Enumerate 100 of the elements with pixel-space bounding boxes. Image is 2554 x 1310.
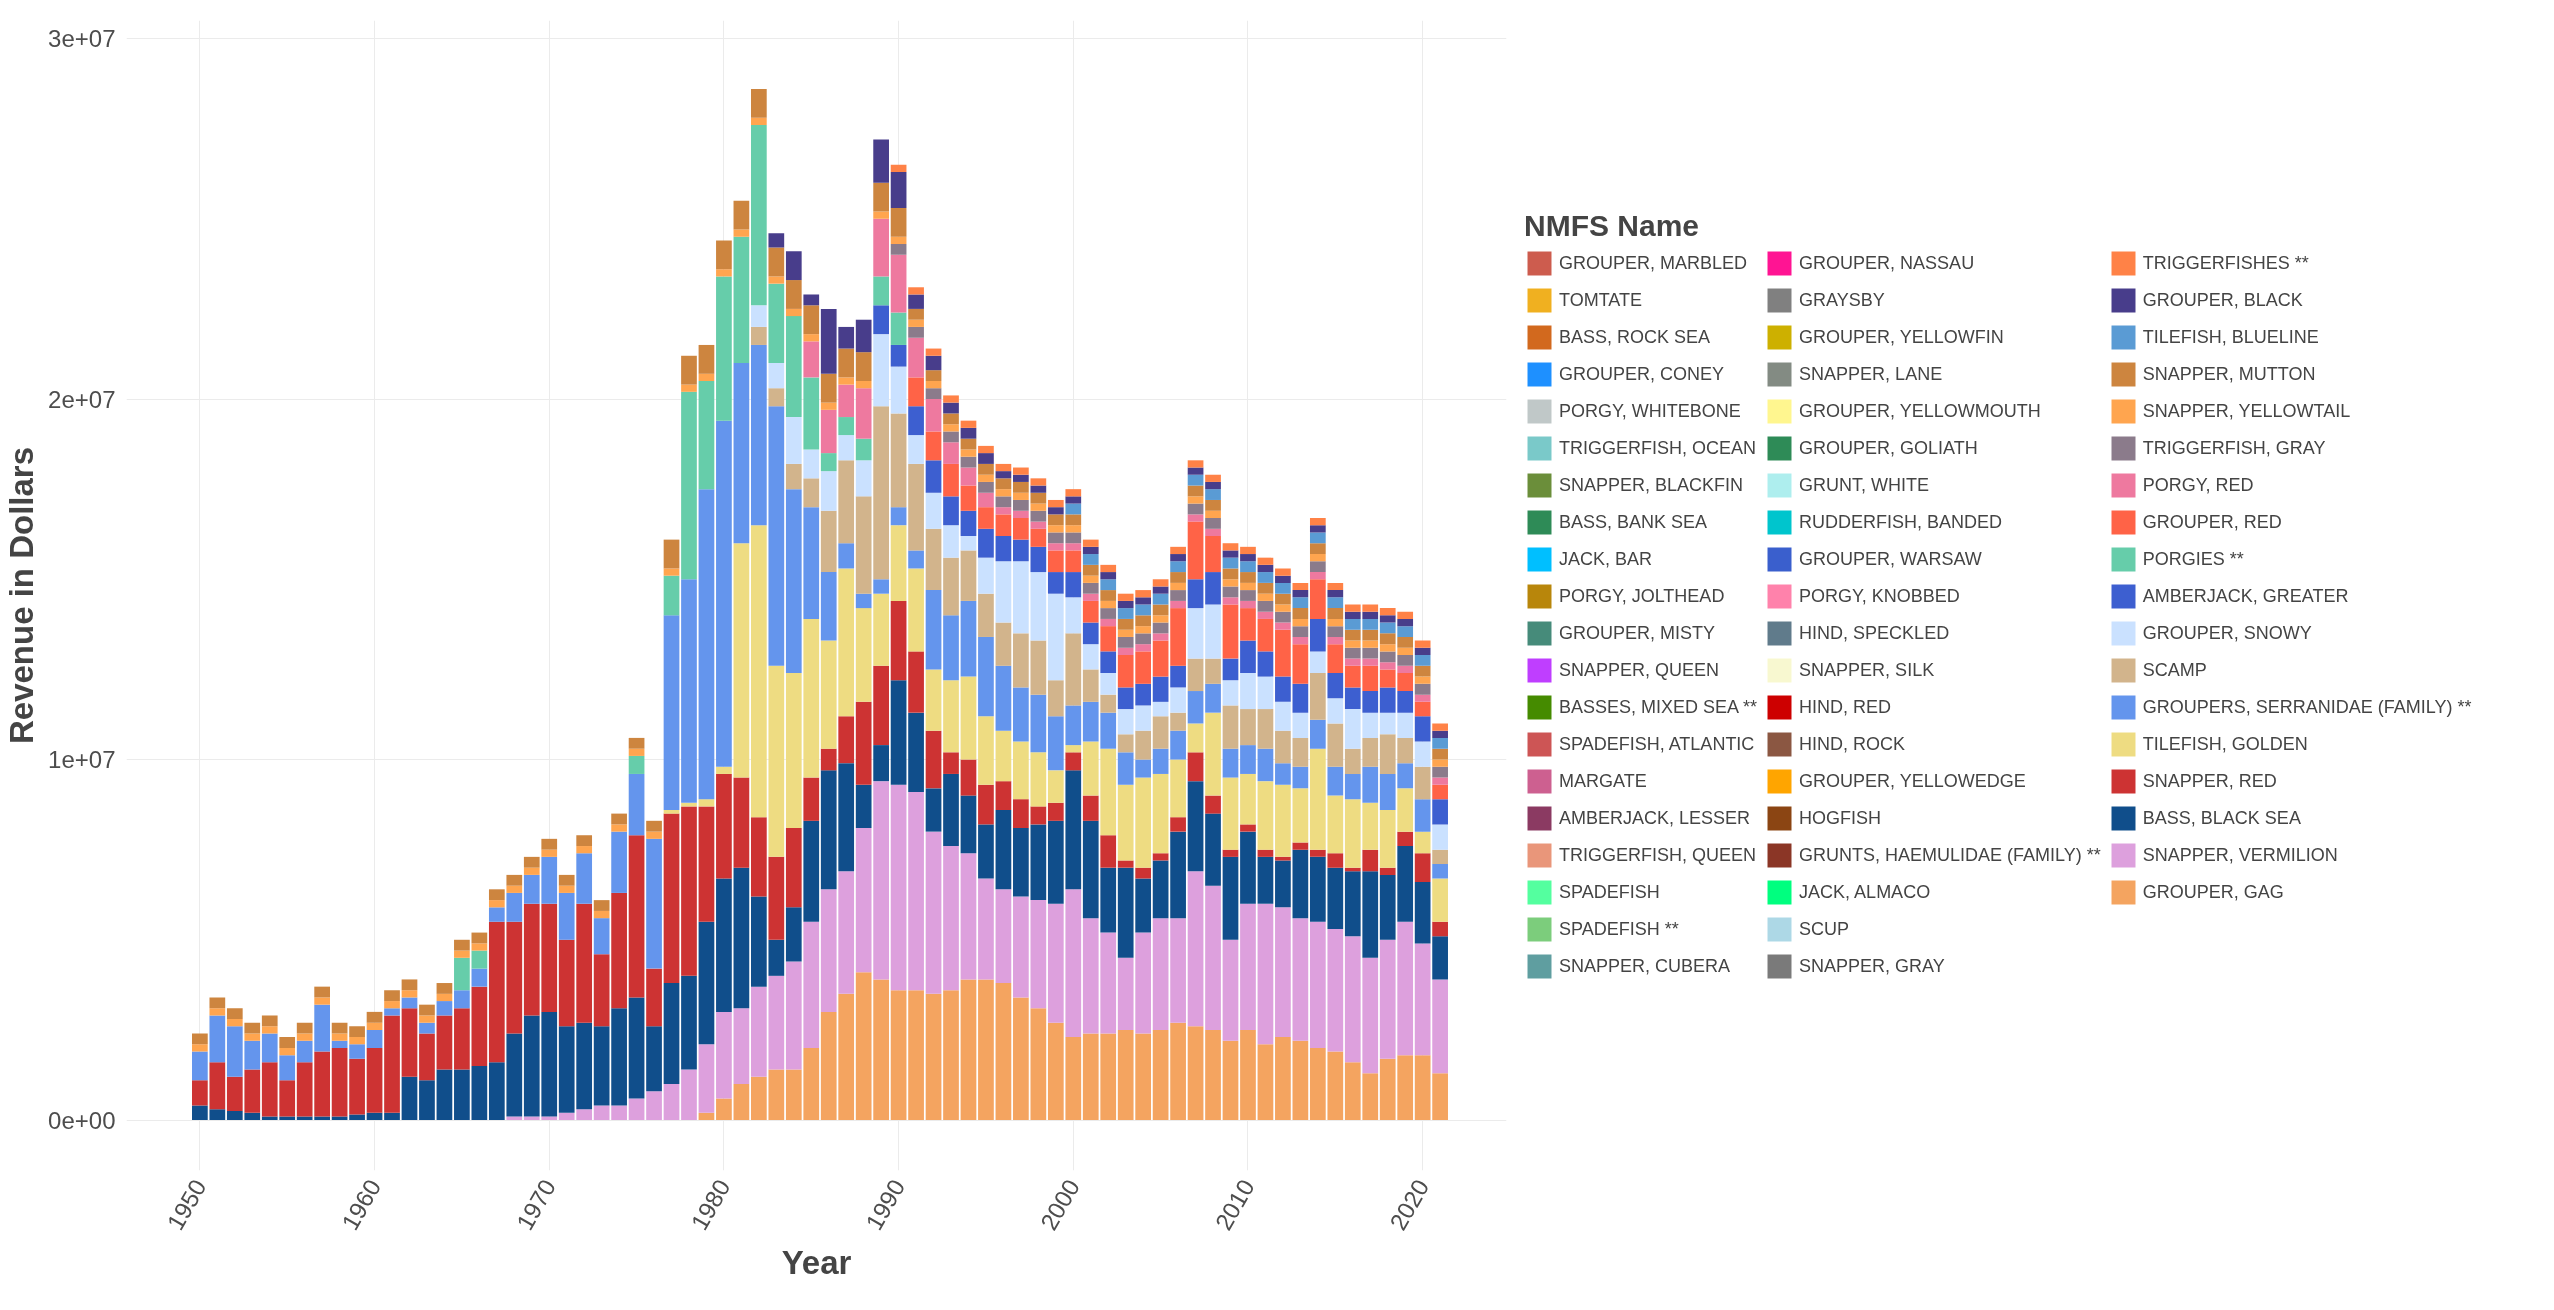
bar bbox=[1222, 1040, 1239, 1121]
bar bbox=[296, 1033, 313, 1041]
bar bbox=[646, 838, 662, 969]
legend-label: JACK, BAR bbox=[1559, 547, 1653, 571]
bar bbox=[471, 968, 488, 987]
bar bbox=[1135, 867, 1152, 879]
bar bbox=[1065, 745, 1082, 753]
bar bbox=[1292, 590, 1309, 598]
bar bbox=[1047, 770, 1064, 803]
bar bbox=[419, 1004, 435, 1016]
bar bbox=[1240, 673, 1256, 710]
bar bbox=[1100, 651, 1117, 674]
bar bbox=[1187, 579, 1204, 609]
bar bbox=[873, 182, 889, 212]
legend-label: GROUPER, YELLOWMOUTH bbox=[1799, 399, 2041, 423]
bar bbox=[960, 427, 977, 439]
bar bbox=[698, 381, 715, 490]
bar bbox=[943, 752, 959, 774]
bar bbox=[1432, 748, 1448, 760]
legend-label: TRIGGERFISH, OCEAN bbox=[1559, 436, 1757, 460]
bar bbox=[1292, 849, 1309, 919]
bar bbox=[908, 326, 924, 338]
bar bbox=[628, 748, 645, 756]
bar bbox=[908, 377, 924, 407]
bar bbox=[1292, 683, 1309, 713]
bar bbox=[890, 680, 907, 785]
bar bbox=[1240, 590, 1256, 601]
bar bbox=[1187, 1026, 1204, 1121]
bar bbox=[908, 791, 924, 991]
bar bbox=[716, 1011, 732, 1099]
bar bbox=[488, 889, 505, 901]
bar bbox=[785, 828, 802, 908]
bar bbox=[855, 319, 872, 353]
bar bbox=[838, 435, 855, 461]
bar bbox=[1432, 759, 1448, 767]
bar bbox=[1309, 517, 1326, 526]
bar bbox=[1309, 673, 1326, 720]
bar bbox=[1100, 564, 1117, 573]
bar bbox=[908, 287, 924, 295]
bar bbox=[226, 1019, 243, 1027]
bar bbox=[908, 990, 924, 1121]
legend-label: GROUPER, BLACK bbox=[2142, 288, 2303, 312]
bar bbox=[1309, 618, 1326, 652]
bar bbox=[768, 233, 785, 248]
legend-label: TOMTATE bbox=[1559, 288, 1642, 312]
bar bbox=[1082, 546, 1099, 555]
bar bbox=[1187, 514, 1204, 522]
bar bbox=[960, 420, 977, 428]
bar bbox=[663, 568, 680, 576]
bar bbox=[279, 1037, 296, 1048]
bar bbox=[523, 867, 540, 875]
bar bbox=[681, 975, 697, 1070]
bar bbox=[873, 276, 889, 306]
bar bbox=[1222, 658, 1239, 681]
bar bbox=[1240, 608, 1256, 641]
bar bbox=[1432, 824, 1448, 850]
bar bbox=[1414, 654, 1431, 666]
bar bbox=[978, 528, 994, 558]
bar bbox=[733, 777, 750, 868]
bar bbox=[1100, 579, 1117, 591]
bar bbox=[768, 362, 785, 389]
bar bbox=[960, 536, 977, 551]
bar bbox=[628, 737, 645, 749]
legend-label: HIND, SPECKLED bbox=[1799, 621, 1950, 645]
bar bbox=[1152, 1029, 1169, 1121]
bar bbox=[995, 665, 1012, 731]
bar bbox=[209, 997, 226, 1009]
bar bbox=[1065, 752, 1082, 771]
bar bbox=[908, 337, 924, 378]
legend-label: HOGFISH bbox=[1799, 806, 1882, 830]
bar bbox=[873, 139, 889, 183]
legend-label: GRUNTS, HAEMULIDAE (FAMILY) ** bbox=[1799, 843, 2101, 867]
bar bbox=[1240, 824, 1256, 832]
bar bbox=[1257, 600, 1274, 612]
bar bbox=[681, 806, 697, 976]
legend-label: SPADEFISH, ATLANTIC bbox=[1559, 732, 1755, 756]
bar bbox=[436, 993, 453, 1002]
bar bbox=[1222, 550, 1239, 558]
bar bbox=[1240, 1029, 1256, 1121]
bar bbox=[978, 878, 994, 980]
bar bbox=[768, 247, 785, 277]
bar bbox=[1257, 781, 1274, 850]
bar bbox=[1170, 561, 1186, 573]
bar bbox=[1222, 849, 1239, 857]
bar bbox=[541, 838, 558, 850]
legend-label: GROUPER, SNOWY bbox=[2142, 621, 2312, 645]
bar bbox=[663, 983, 680, 1084]
bar bbox=[1100, 590, 1117, 601]
legend-label: PORGY, WHITEBONE bbox=[1559, 399, 1741, 423]
bar bbox=[960, 795, 977, 854]
bar bbox=[943, 431, 959, 443]
x-axis-title: Year bbox=[781, 1244, 852, 1282]
bar bbox=[1414, 741, 1431, 767]
bar bbox=[681, 384, 697, 392]
bar bbox=[1170, 665, 1186, 688]
bar bbox=[1205, 572, 1221, 605]
legend-label: GRAYSBY bbox=[1799, 288, 1885, 312]
bar bbox=[1065, 489, 1082, 497]
bar bbox=[384, 990, 400, 1002]
bar bbox=[349, 1026, 365, 1038]
